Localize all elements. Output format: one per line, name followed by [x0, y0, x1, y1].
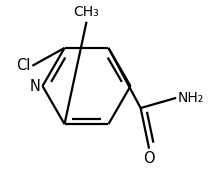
- Text: N: N: [30, 79, 41, 94]
- Text: Cl: Cl: [16, 58, 31, 73]
- Text: CH₃: CH₃: [74, 5, 99, 19]
- Text: NH₂: NH₂: [178, 91, 204, 105]
- Text: O: O: [143, 151, 155, 166]
